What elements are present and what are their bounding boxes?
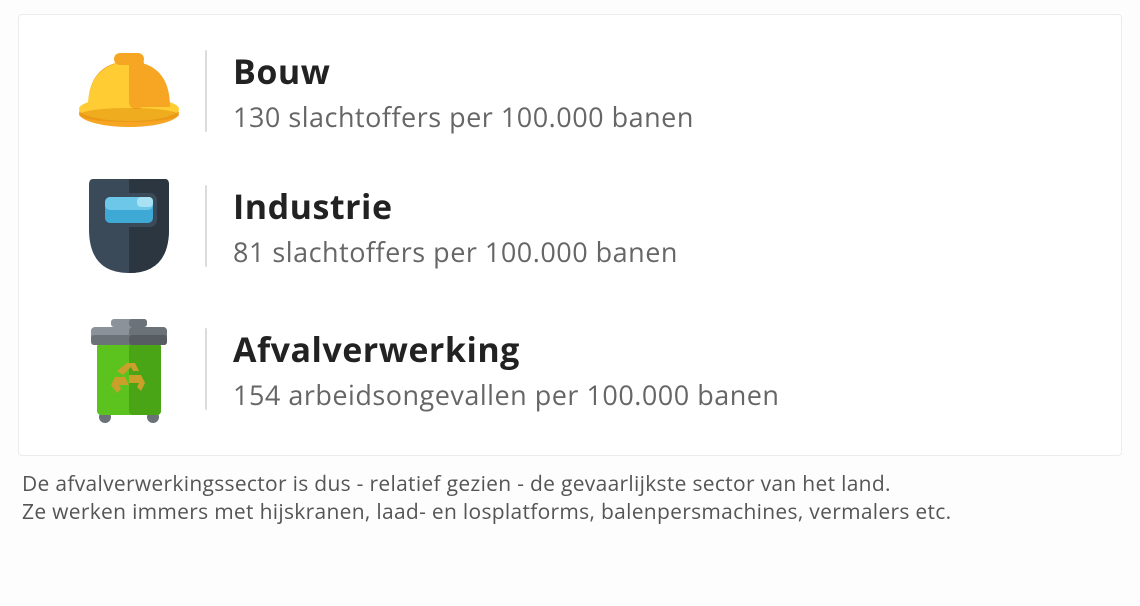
footer-line-2: Ze werken immers met hijskranen, laad- e…: [22, 498, 1118, 526]
welding-mask-icon: [83, 173, 175, 279]
icon-cell: [59, 173, 199, 279]
text-cell: Afvalverwerking 154 arbeidsongevallen pe…: [233, 326, 1081, 413]
text-cell: Industrie 81 slachtoffers per 100.000 ba…: [233, 183, 1081, 270]
sector-title: Industrie: [233, 183, 1081, 229]
vertical-divider: [205, 50, 207, 132]
text-cell: Bouw 130 slachtoffers per 100.000 banen: [233, 48, 1081, 135]
vertical-divider: [205, 328, 207, 410]
sector-subtitle: 81 slachtoffers per 100.000 banen: [233, 233, 1081, 270]
hard-hat-icon: [74, 43, 184, 139]
icon-cell: [59, 43, 199, 139]
recycle-bin-icon: [83, 313, 175, 425]
sector-subtitle: 130 slachtoffers per 100.000 banen: [233, 98, 1081, 135]
icon-cell: [59, 313, 199, 425]
footer-line-1: De afvalverwerkingssector is dus - relat…: [22, 470, 1118, 498]
sector-row-industrie: Industrie 81 slachtoffers per 100.000 ba…: [59, 173, 1081, 279]
info-card: Bouw 130 slachtoffers per 100.000 banen …: [18, 14, 1122, 456]
sector-title: Afvalverwerking: [233, 326, 1081, 372]
sector-subtitle: 154 arbeidsongevallen per 100.000 banen: [233, 376, 1081, 413]
sector-row-bouw: Bouw 130 slachtoffers per 100.000 banen: [59, 43, 1081, 139]
sector-title: Bouw: [233, 48, 1081, 94]
vertical-divider: [205, 185, 207, 267]
footer-text: De afvalverwerkingssector is dus - relat…: [22, 470, 1118, 527]
sector-row-afvalverwerking: Afvalverwerking 154 arbeidsongevallen pe…: [59, 313, 1081, 425]
